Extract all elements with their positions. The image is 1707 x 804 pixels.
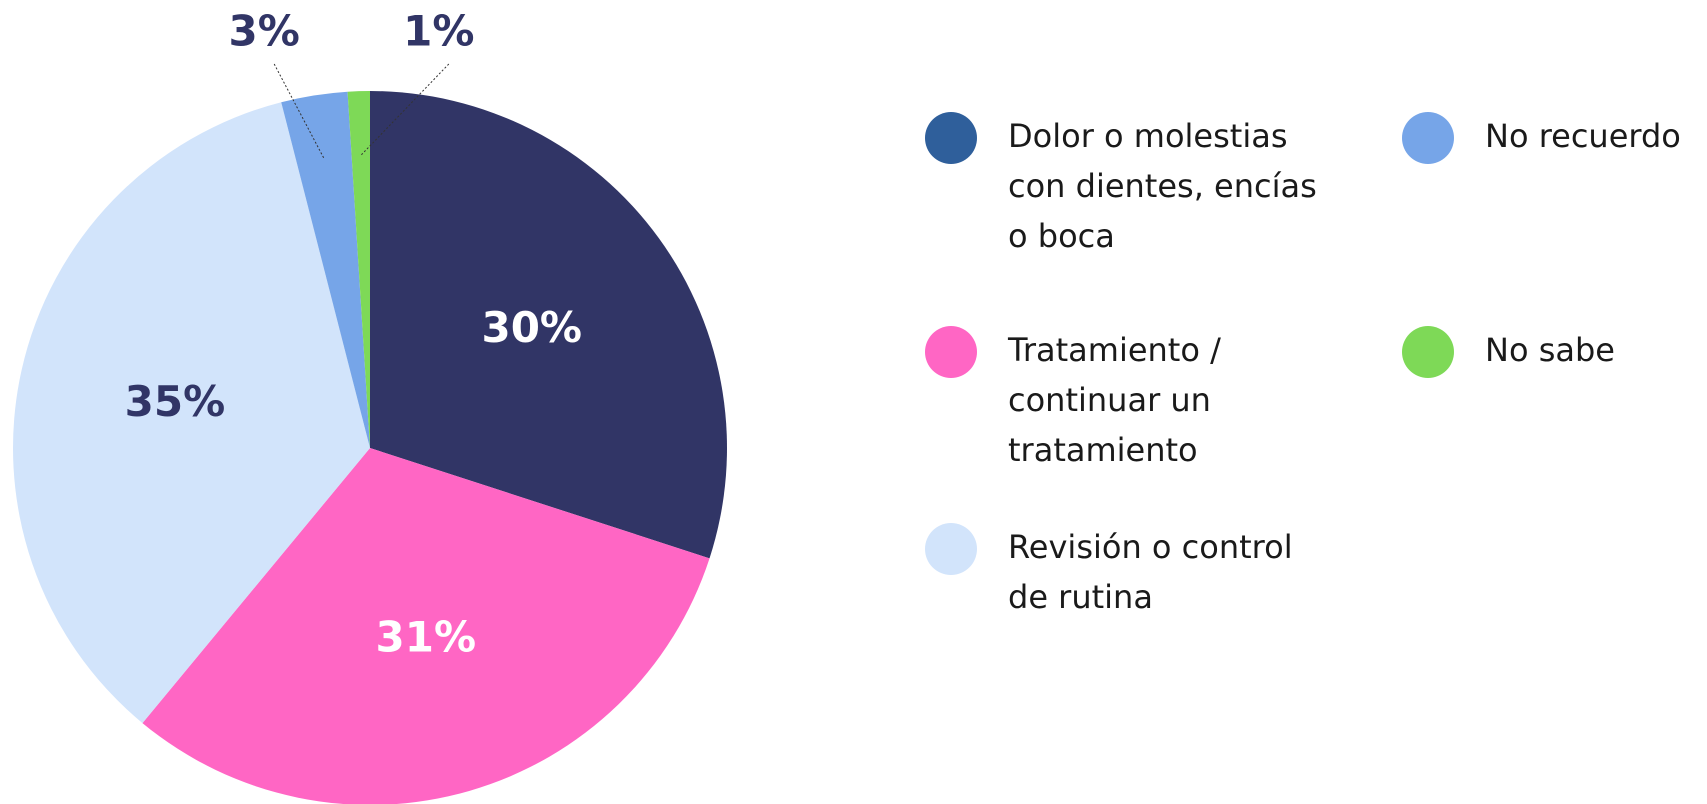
pie-slice: [347, 91, 370, 448]
legend-swatch: [1402, 326, 1454, 378]
legend-label: No recuerdo: [1485, 117, 1681, 155]
legend-swatch: [1402, 112, 1454, 164]
legend-swatch: [925, 112, 977, 164]
value-label: 1%: [403, 7, 474, 56]
legend-label: No sabe: [1485, 331, 1615, 369]
value-label: 35%: [125, 377, 226, 426]
pie-slice: [370, 91, 727, 559]
value-label: 30%: [481, 303, 582, 352]
legend-label: Dolor o molestias con dientes, encías o …: [1008, 117, 1317, 255]
leader-line: [360, 63, 450, 156]
legend-label: Revisión o control de rutina: [1008, 528, 1293, 616]
pie-slice: [12, 102, 370, 724]
legend-swatch: [925, 326, 977, 378]
value-label: 3%: [229, 7, 300, 56]
pie-slice: [281, 91, 370, 448]
legend-label: Tratamiento / continuar un tratamiento: [1008, 331, 1221, 469]
leader-line: [273, 63, 325, 160]
pie-slice: [142, 448, 710, 804]
value-label: 31%: [376, 612, 477, 661]
legend-swatch: [925, 523, 977, 575]
